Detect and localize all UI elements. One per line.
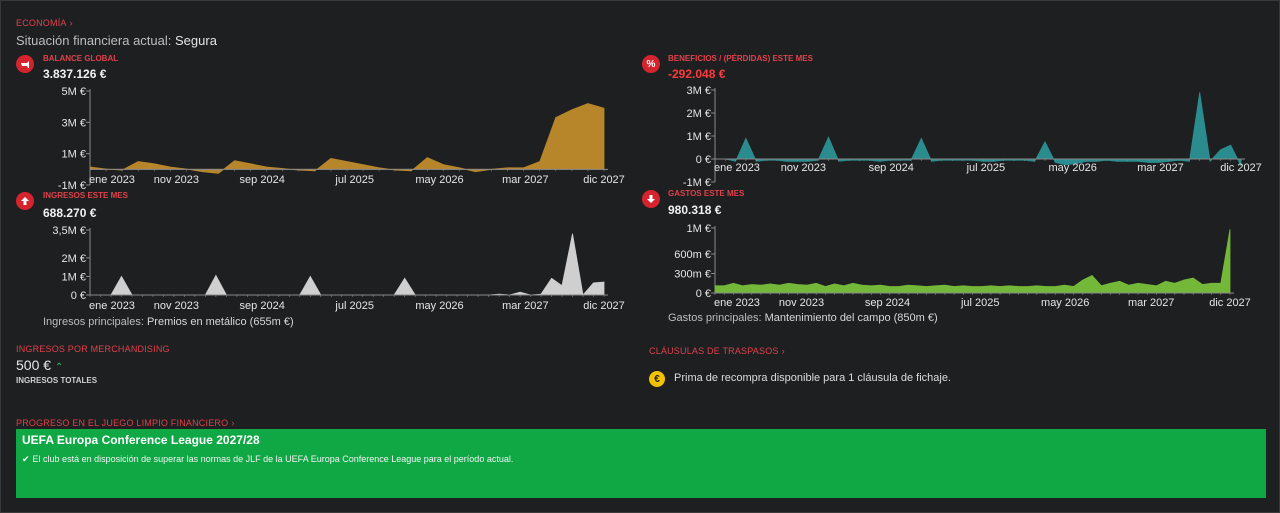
y-tick-label: 1M € <box>687 131 711 143</box>
merchandising-value: 500 € <box>16 357 52 373</box>
chevron-up-icon: ⌃ <box>55 362 64 373</box>
y-tick-label: 1M € <box>62 271 86 283</box>
x-tick-label: may 2026 <box>415 174 463 186</box>
y-tick-label: 2M € <box>62 253 86 265</box>
income-main-value: Premios en metálico (655m €) <box>146 316 294 328</box>
expenses-main-label: Gastos principales: <box>668 312 762 324</box>
series-area <box>714 229 1231 294</box>
balance-title: BALANCE GLOBAL <box>43 54 119 63</box>
x-tick-label: may 2026 <box>1049 162 1097 174</box>
financial-status: Situación financiera actual: Segura <box>16 33 217 48</box>
y-tick-label: 300m € <box>674 269 711 281</box>
ffp-message-row: ✔ El club está en disposición de superar … <box>22 454 513 465</box>
x-tick-label: nov 2023 <box>154 174 199 186</box>
expenses-value: 980.318 € <box>668 203 722 217</box>
ffp-competition: UEFA Europa Conference League 2027/28 <box>22 433 260 447</box>
x-tick-label: sep 2024 <box>240 300 285 312</box>
profit-chart: 3M € 2M € 1M € 0 € -1M €ene 2023 nov 2023 sep … <box>683 85 1262 189</box>
economy-section-label: ECONOMÍA <box>16 18 67 28</box>
x-tick-label: nov 2023 <box>779 297 824 309</box>
chevron-right-icon: › <box>231 418 235 428</box>
income-main-label: Ingresos principales: <box>43 316 144 328</box>
x-tick-label: mar 2027 <box>1137 162 1183 174</box>
series-area <box>90 233 605 296</box>
arrow-up-icon <box>16 192 34 210</box>
expenses-main-source: Gastos principales: Mantenimiento del ca… <box>668 312 938 324</box>
euro-coin-icon: € <box>649 371 665 387</box>
series-area <box>715 92 1242 167</box>
ffp-section-link[interactable]: PROGRESO EN EL JUEGO LIMPIO FINANCIERO › <box>16 418 235 428</box>
income-title: INGRESOS ESTE MES <box>43 191 128 200</box>
ffp-message: El club está en disposición de superar l… <box>32 454 514 464</box>
balance-value: 3.837.126 € <box>43 67 107 81</box>
profit-value: -292.048 € <box>668 67 726 81</box>
y-tick-label: 3M € <box>687 85 711 97</box>
y-tick-label: 5M € <box>62 86 86 98</box>
x-tick-label: jul 2025 <box>960 297 1000 309</box>
x-tick-label: dic 2027 <box>583 300 625 312</box>
y-tick-label: 2M € <box>687 108 711 120</box>
y-tick-label: 3M € <box>62 117 86 129</box>
x-tick-label: sep 2024 <box>865 297 910 309</box>
transfer-clauses-label: CLÁUSULAS DE TRASPASOS <box>649 346 779 356</box>
x-tick-label: jul 2025 <box>334 174 374 186</box>
chevron-right-icon: › <box>69 18 73 28</box>
x-tick-label: jul 2025 <box>334 300 374 312</box>
ffp-section-label: PROGRESO EN EL JUEGO LIMPIO FINANCIERO <box>16 418 229 428</box>
profit-title: BENEFICIOS / (PÉRDIDAS) ESTE MES <box>668 54 813 63</box>
merchandising-title: INGRESOS POR MERCHANDISING <box>16 344 170 354</box>
income-value: 688.270 € <box>43 206 97 220</box>
financial-status-label: Situación financiera actual: <box>16 33 172 48</box>
transfer-clauses-link[interactable]: CLÁUSULAS DE TRASPASOS › <box>649 346 785 356</box>
y-tick-label: 3,5M € <box>52 225 86 237</box>
x-tick-label: nov 2023 <box>154 300 199 312</box>
x-tick-label: sep 2024 <box>869 162 914 174</box>
x-tick-label: dic 2027 <box>1209 297 1251 309</box>
y-tick-label: 0 € <box>696 288 711 300</box>
x-tick-label: mar 2027 <box>1128 297 1174 309</box>
financial-status-value: Segura <box>175 33 217 48</box>
y-tick-label: 0 € <box>71 290 86 302</box>
merchandising-value-row: 500 € ⌃ <box>16 357 63 373</box>
y-tick-label: 1M € <box>687 223 711 235</box>
income-chart: 3,5M € 2M € 1M € 0 €ene 2023 nov 2023 sep 202… <box>52 225 625 312</box>
economy-section-link[interactable]: ECONOMÍA › <box>16 18 73 28</box>
expenses-title: GASTOS ESTE MES <box>668 189 745 198</box>
x-tick-label: dic 2027 <box>583 174 625 186</box>
y-tick-label: -1M € <box>58 180 86 191</box>
x-tick-label: ene 2023 <box>89 300 135 312</box>
x-tick-label: mar 2027 <box>502 174 548 186</box>
percent-icon: % <box>642 55 660 73</box>
series-area <box>89 103 605 174</box>
transfer-clause-message: Prima de recompra disponible para 1 cláu… <box>674 372 951 384</box>
y-tick-label: 0 € <box>696 154 711 166</box>
x-tick-label: may 2026 <box>1041 297 1089 309</box>
y-tick-label: -1M € <box>683 177 711 189</box>
ffp-status-box: UEFA Europa Conference League 2027/28 ✔ E… <box>16 429 1266 498</box>
x-tick-label: dic 2027 <box>1220 162 1262 174</box>
x-tick-label: mar 2027 <box>502 300 548 312</box>
x-tick-label: nov 2023 <box>781 162 826 174</box>
arrow-down-icon <box>642 190 660 208</box>
x-tick-label: jul 2025 <box>966 162 1006 174</box>
expenses-chart: 1M € 600m € 300m € 0 €ene 2023 nov 2023 sep 2… <box>674 223 1251 309</box>
x-tick-label: may 2026 <box>415 300 463 312</box>
merchandising-caption: INGRESOS TOTALES <box>16 376 98 385</box>
expenses-main-value: Mantenimiento del campo (850m €) <box>764 312 938 324</box>
x-tick-label: ene 2023 <box>714 162 760 174</box>
x-tick-label: ene 2023 <box>714 297 760 309</box>
x-tick-label: sep 2024 <box>240 174 285 186</box>
y-tick-label: 600m € <box>674 249 711 261</box>
piggy-bank-icon <box>16 55 34 73</box>
check-icon: ✔ <box>22 454 30 464</box>
income-main-source: Ingresos principales: Premios en metálic… <box>43 316 294 328</box>
x-tick-label: ene 2023 <box>89 174 135 186</box>
y-tick-label: 1M € <box>62 149 86 161</box>
chevron-right-icon: › <box>781 346 785 356</box>
balance-chart: 5M € 3M € 1M € -1M € ene 2023 nov 2023 sep 202… <box>58 86 625 191</box>
